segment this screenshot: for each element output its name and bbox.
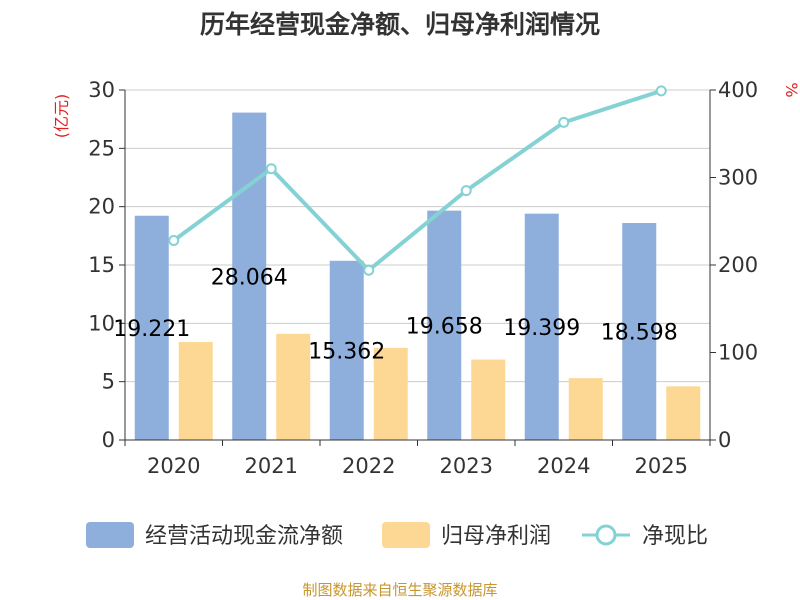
bar-profit [568,378,603,440]
right-tick-label: 100 [718,341,758,365]
left-tick-label: 5 [102,370,115,394]
legend-marker-ratio [595,524,617,546]
x-axis: 2020 2021 2022 2023 2024 2025 [124,439,711,478]
x-tick-label: 2025 [635,454,688,478]
bars [134,112,701,440]
x-tick-label: 2020 [147,454,200,478]
bar-cashflow [622,223,657,440]
right-tick-label: 400 [718,78,758,102]
legend-label-cashflow: 经营活动现金流净额 [145,524,343,549]
bar-cashflow [232,112,267,440]
bar-profit [471,359,506,440]
x-tick-label: 2022 [342,454,395,478]
bar-cashflow [427,210,462,440]
ratio-line [168,85,667,276]
x-tick-label: 2021 [245,454,298,478]
bar-profit [666,386,701,440]
left-tick-label: 25 [88,136,115,160]
data-label: 19.399 [503,316,580,341]
data-label: 28.064 [211,265,288,290]
left-tick-label: 10 [88,311,115,335]
right-tick-label: 200 [718,253,758,277]
bar-cashflow [134,215,169,440]
data-label: 15.362 [308,339,385,364]
chart-title: 历年经营现金净额、归母净利润情况 [200,10,600,39]
left-tick-label: 30 [88,78,115,102]
bar-cashflow [524,213,559,440]
bar-cashflow [329,260,364,440]
right-axis: 0 100 200 300 400 [709,78,758,452]
legend-label-profit: 归母净利润 [441,524,551,549]
left-tick-label: 20 [88,195,115,219]
right-tick-label: 300 [718,166,758,190]
bar-profit [276,333,311,440]
left-axis: 0 5 10 15 20 25 30 [88,78,126,452]
left-axis-unit: (亿元) [52,94,71,139]
ratio-point [265,163,277,175]
ratio-point [558,116,570,128]
x-tick-label: 2024 [537,454,590,478]
ratio-point [363,264,375,276]
source-note: 制图数据来自恒生聚源数据库 [302,581,497,599]
left-tick-label: 0 [102,428,115,452]
data-label: 19.221 [113,317,190,342]
ratio-polyline [172,88,662,273]
legend: 经营活动现金流净额 归母净利润 净现比 [86,522,708,549]
ratio-point [460,185,472,197]
bar-profit [373,347,408,440]
right-tick-label: 0 [718,428,731,452]
legend-label-ratio: 净现比 [642,524,708,549]
ratio-point [168,235,180,246]
right-axis-unit: % [782,82,800,97]
left-tick-label: 15 [88,253,115,277]
legend-swatch-profit [382,522,430,548]
bar-profit [178,342,213,440]
data-labels: 19.221 28.064 15.362 19.658 19.399 18.598 [113,265,677,364]
x-tick-label: 2023 [440,454,493,478]
legend-swatch-cashflow [86,522,134,548]
ratio-point [655,85,667,97]
data-label: 19.658 [406,314,483,339]
data-label: 18.598 [601,321,678,346]
